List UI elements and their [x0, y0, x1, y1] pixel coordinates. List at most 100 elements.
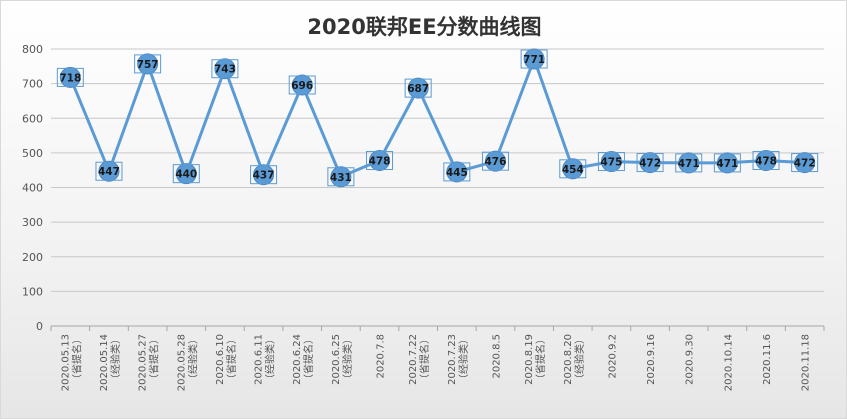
data-label-box [520, 49, 548, 69]
data-point [291, 74, 313, 96]
data-label-box [250, 165, 278, 185]
data-label-box [172, 164, 200, 184]
y-tick-label: 800 [22, 43, 43, 56]
data-point [600, 151, 622, 173]
data-label: 454 [562, 164, 584, 176]
data-label: 475 [600, 157, 622, 169]
x-tick-label-line: 2020.6.24 [292, 334, 303, 385]
x-tick-label: 2020.8.20 （经验类） [563, 334, 586, 385]
x-tick-label: 2020.7.23 （经验类） [447, 334, 470, 385]
x-tick-label: 2020.6.25 （经验类） [331, 334, 354, 385]
data-point [330, 166, 352, 188]
x-tick-label-line: （经验类） [186, 334, 199, 384]
data-label: 771 [523, 54, 545, 66]
gridlines [51, 48, 824, 327]
data-points [59, 48, 816, 188]
data-labels: 718 447 757 440 743 437 696 431 478 687 445 476 771 4… [56, 49, 819, 187]
x-tick-label-line: （经验类） [109, 334, 122, 384]
data-point [98, 160, 120, 182]
x-tick-label: 2020.9.2 [607, 334, 618, 379]
data-label: 476 [485, 156, 507, 168]
data-label: 472 [639, 158, 661, 170]
x-tick-label: 2020.7.8 [376, 334, 387, 379]
data-point [562, 158, 584, 180]
data-label-box [791, 153, 819, 173]
data-label-box [95, 161, 123, 181]
x-tick-label-line: （省提名） [302, 334, 315, 384]
x-tick-label-line: （经验类） [264, 334, 277, 384]
x-tick-label-line: 2020.6.10 [215, 334, 226, 385]
data-point [484, 150, 506, 172]
x-tick-label-line: 2020.7.23 [447, 334, 458, 385]
x-tick-label: 2020.05.28 （经验类） [176, 334, 199, 391]
data-label-box [481, 151, 509, 171]
data-label-box [134, 54, 162, 74]
x-tick-label-line: 2020.7.22 [408, 334, 419, 385]
x-tick-label: 2020.05.27 （省提名） [138, 334, 161, 391]
x-tick-label-line: 2020.6.25 [331, 334, 342, 385]
y-tick-label: 0 [36, 320, 43, 333]
x-tick-label-line: 2020.6.11 [254, 334, 265, 385]
x-tick-label: 2020.6.24 （省提名） [292, 334, 315, 385]
x-tick-label: 2020.6.10 （省提名） [215, 334, 238, 385]
data-label-box [597, 152, 625, 172]
data-label-box [752, 150, 780, 170]
x-tick-label: 2020.6.11 （经验类） [254, 334, 277, 385]
data-label-box [404, 78, 432, 98]
x-tick-label-line: 2020.9.2 [607, 334, 618, 379]
data-label-box [675, 153, 703, 173]
x-tick-label-line: 2020.8.5 [491, 334, 502, 379]
data-point [253, 164, 275, 186]
y-tick-label: 500 [22, 147, 43, 160]
x-tick-label-line: （经验类） [573, 334, 586, 384]
data-label: 447 [98, 166, 120, 178]
y-tick-label: 300 [22, 216, 43, 229]
y-tick-label: 700 [22, 78, 43, 91]
data-point [678, 152, 700, 174]
y-tick-label: 200 [22, 251, 43, 264]
y-tick-label: 400 [22, 182, 43, 195]
data-label: 471 [678, 158, 700, 170]
data-label: 718 [59, 72, 81, 84]
x-tick-label-line: （省提名） [418, 334, 431, 384]
data-point [214, 58, 236, 80]
data-label: 472 [794, 158, 816, 170]
data-label-box [327, 167, 355, 187]
x-tick-label-line: 2020.9.30 [685, 334, 696, 385]
x-tick-label-line: 2020.11.18 [801, 334, 812, 391]
data-point [755, 149, 777, 171]
data-label-box [713, 153, 741, 173]
x-tick-label: 2020.9.16 [646, 334, 657, 385]
x-tick-label-line: 2020.8.20 [563, 334, 574, 385]
x-tick-label-line: 2020.05.28 [176, 334, 187, 391]
x-tick-label: 2020.11.18 [801, 334, 812, 391]
x-tick-label-line: （经验类） [341, 334, 354, 384]
x-tick-label-line: （省提名） [225, 334, 238, 384]
data-point [59, 66, 81, 88]
data-label: 471 [716, 158, 738, 170]
data-label-box [443, 162, 471, 182]
y-tick-label: 600 [22, 112, 43, 125]
x-tick-label-line: 2020.11.6 [762, 334, 773, 385]
data-label: 757 [137, 59, 159, 71]
x-tick-label: 2020.10.14 [723, 334, 734, 391]
data-point [446, 161, 468, 183]
data-point [175, 163, 197, 185]
data-label-box [636, 153, 664, 173]
x-tick-label-line: 2020.05.13 [60, 334, 71, 391]
data-label: 437 [253, 170, 275, 182]
data-label-box [559, 159, 587, 179]
x-tick-label-line: 2020.05.27 [138, 334, 149, 391]
data-label: 478 [369, 155, 391, 167]
x-tick-label: 2020.11.6 [762, 334, 773, 385]
data-label: 743 [214, 64, 236, 76]
x-tick-label: 2020.05.13 （省提名） [60, 334, 83, 391]
data-point [523, 48, 545, 70]
data-point [137, 53, 159, 75]
y-tick-label: 100 [22, 285, 43, 298]
data-label: 478 [755, 155, 777, 167]
x-tick-label: 2020.05.14 （经验类） [99, 334, 122, 391]
